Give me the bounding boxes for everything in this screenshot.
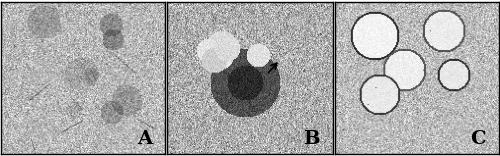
Text: B: B [303, 130, 320, 148]
Text: A: A [137, 130, 152, 148]
Text: C: C [470, 130, 486, 148]
